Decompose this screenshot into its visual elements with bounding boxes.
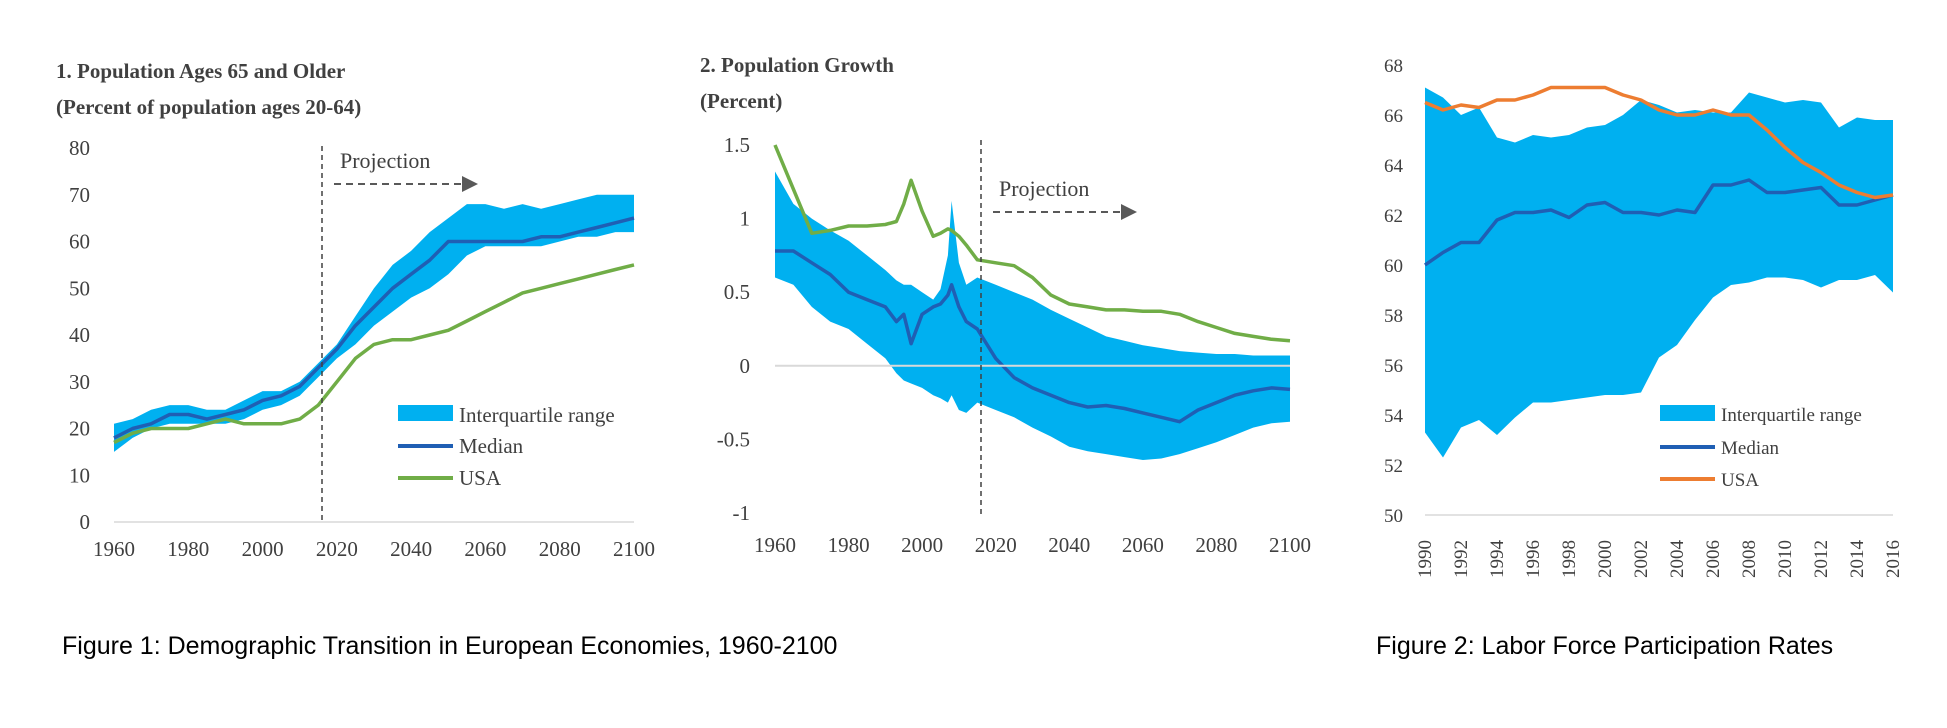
panel-1-plot — [113, 194, 635, 452]
x-tick-label: 2000 — [901, 533, 943, 557]
y-tick-label: 58 — [1384, 306, 1403, 327]
y-tick-label: 10 — [69, 463, 90, 487]
x-tick-label: 1992 — [1451, 540, 1472, 578]
x-tick-label: 1980 — [828, 533, 870, 557]
series-interquartile-range — [775, 171, 1290, 460]
panel-3-plot — [1424, 85, 1894, 458]
y-tick-label: 70 — [69, 183, 90, 207]
x-tick-label: 2060 — [1122, 533, 1164, 557]
panel-2-projection-arrowhead — [1121, 204, 1137, 220]
series-usa — [1424, 85, 1894, 200]
x-tick-label: 1994 — [1487, 540, 1508, 579]
y-tick-label: 66 — [1384, 106, 1403, 127]
x-tick-label: 2040 — [1048, 533, 1090, 557]
x-tick-label: 2020 — [316, 537, 358, 561]
panel-2-x-ticks: 1960 1980 2000 2020 2040 2060 2080 2100 — [754, 533, 1311, 557]
panel-1-y-ticks: 80 70 60 50 40 30 20 10 0 — [69, 136, 90, 534]
panel-3-x-ticks: 1990 1992 1994 1996 1998 2000 2002 2004 2006 2008… — [1415, 540, 1904, 579]
series-usa — [773, 144, 1291, 343]
x-tick-label: 2014 — [1847, 540, 1868, 579]
x-tick-label: 2060 — [464, 537, 506, 561]
y-tick-label: -1 — [733, 501, 751, 525]
legend-label-iqr: Interquartile range — [1721, 405, 1862, 426]
legend-label-median: Median — [459, 434, 524, 458]
y-tick-label: -0.5 — [717, 427, 750, 451]
panel-2-plot — [773, 144, 1291, 460]
legend-label-iqr: Interquartile range — [459, 403, 615, 427]
x-tick-label: 2010 — [1775, 540, 1796, 578]
legend-label-usa: USA — [459, 466, 502, 490]
y-tick-label: 20 — [69, 417, 90, 441]
y-tick-label: 80 — [69, 136, 90, 160]
panel-2-title-line-2: (Percent) — [700, 89, 782, 113]
x-tick-label: 2080 — [539, 537, 581, 561]
series-interquartile-range — [114, 194, 634, 452]
x-tick-label: 1996 — [1523, 540, 1544, 578]
legend-label-usa: USA — [1721, 470, 1759, 491]
y-tick-label: 40 — [69, 323, 90, 347]
x-tick-label: 2004 — [1667, 540, 1688, 579]
y-tick-label: 30 — [69, 370, 90, 394]
x-tick-label: 2020 — [975, 533, 1017, 557]
panel-2-population-growth: 2. Population Growth (Percent) 1.5 1 0.5 0 -… — [700, 53, 1311, 557]
y-tick-label: 0 — [80, 510, 91, 534]
legend-label-median: Median — [1721, 438, 1780, 459]
y-tick-label: 1.5 — [724, 133, 750, 157]
panel-1-x-ticks: 1960 1980 2000 2020 2040 2060 2080 2100 — [93, 537, 655, 561]
figure-1-caption: Figure 1: Demographic Transition in Euro… — [62, 632, 837, 660]
y-tick-label: 60 — [69, 230, 90, 254]
y-tick-label: 0 — [740, 354, 751, 378]
legend-swatch-iqr — [1660, 405, 1715, 421]
panel-1-population-65-older: 1. Population Ages 65 and Older (Percent… — [56, 59, 655, 561]
panel-1-projection-label: Projection — [340, 148, 430, 173]
x-tick-label: 1980 — [167, 537, 209, 561]
x-tick-label: 2016 — [1883, 540, 1904, 578]
x-tick-label: 2000 — [242, 537, 284, 561]
series-median — [775, 249, 1291, 424]
y-tick-label: 50 — [69, 276, 90, 300]
panel-1-title-line-1: 1. Population Ages 65 and Older — [56, 59, 345, 83]
y-tick-label: 1 — [740, 207, 751, 231]
x-tick-label: 2000 — [1595, 540, 1616, 578]
legend-swatch-iqr — [398, 405, 453, 421]
x-tick-label: 2002 — [1631, 540, 1652, 578]
panel-2-projection-label: Projection — [999, 176, 1089, 201]
x-tick-label: 1960 — [754, 533, 796, 557]
y-tick-label: 62 — [1384, 206, 1403, 227]
x-tick-label: 2006 — [1703, 540, 1724, 578]
y-tick-label: 0.5 — [724, 280, 750, 304]
x-tick-label: 2040 — [390, 537, 432, 561]
panel-2-title-line-1: 2. Population Growth — [700, 53, 894, 77]
x-tick-label: 2080 — [1195, 533, 1237, 557]
series-median — [113, 216, 635, 440]
x-tick-label: 2008 — [1739, 540, 1760, 578]
figure-2-caption: Figure 2: Labor Force Participation Rate… — [1376, 632, 1833, 660]
panel-2-y-ticks: 1.5 1 0.5 0 -0.5 -1 — [717, 133, 750, 525]
panel-1-title-line-2: (Percent of population ages 20-64) — [56, 95, 361, 119]
y-tick-label: 60 — [1384, 256, 1403, 277]
x-tick-label: 1990 — [1415, 540, 1436, 578]
x-tick-label: 2100 — [1269, 533, 1311, 557]
series-usa — [113, 263, 635, 445]
y-tick-label: 64 — [1384, 156, 1404, 177]
panel-1-projection-arrowhead — [462, 176, 478, 192]
series-median — [1424, 178, 1894, 267]
y-tick-label: 56 — [1384, 356, 1403, 377]
x-tick-label: 2100 — [613, 537, 655, 561]
y-tick-label: 52 — [1384, 456, 1403, 477]
x-tick-label: 2012 — [1811, 540, 1832, 578]
x-tick-label: 1960 — [93, 537, 135, 561]
y-tick-label: 68 — [1384, 56, 1403, 77]
y-tick-label: 54 — [1384, 406, 1404, 427]
panel-3-y-ticks: 68 66 64 62 60 58 56 54 52 50 — [1384, 56, 1404, 527]
x-tick-label: 1998 — [1559, 540, 1580, 578]
panel-1-legend: Interquartile range Median USA — [398, 403, 615, 490]
y-tick-label: 50 — [1384, 506, 1403, 527]
panel-3-legend: Interquartile range Median USA — [1660, 405, 1862, 491]
series-interquartile-range — [1425, 87, 1893, 458]
